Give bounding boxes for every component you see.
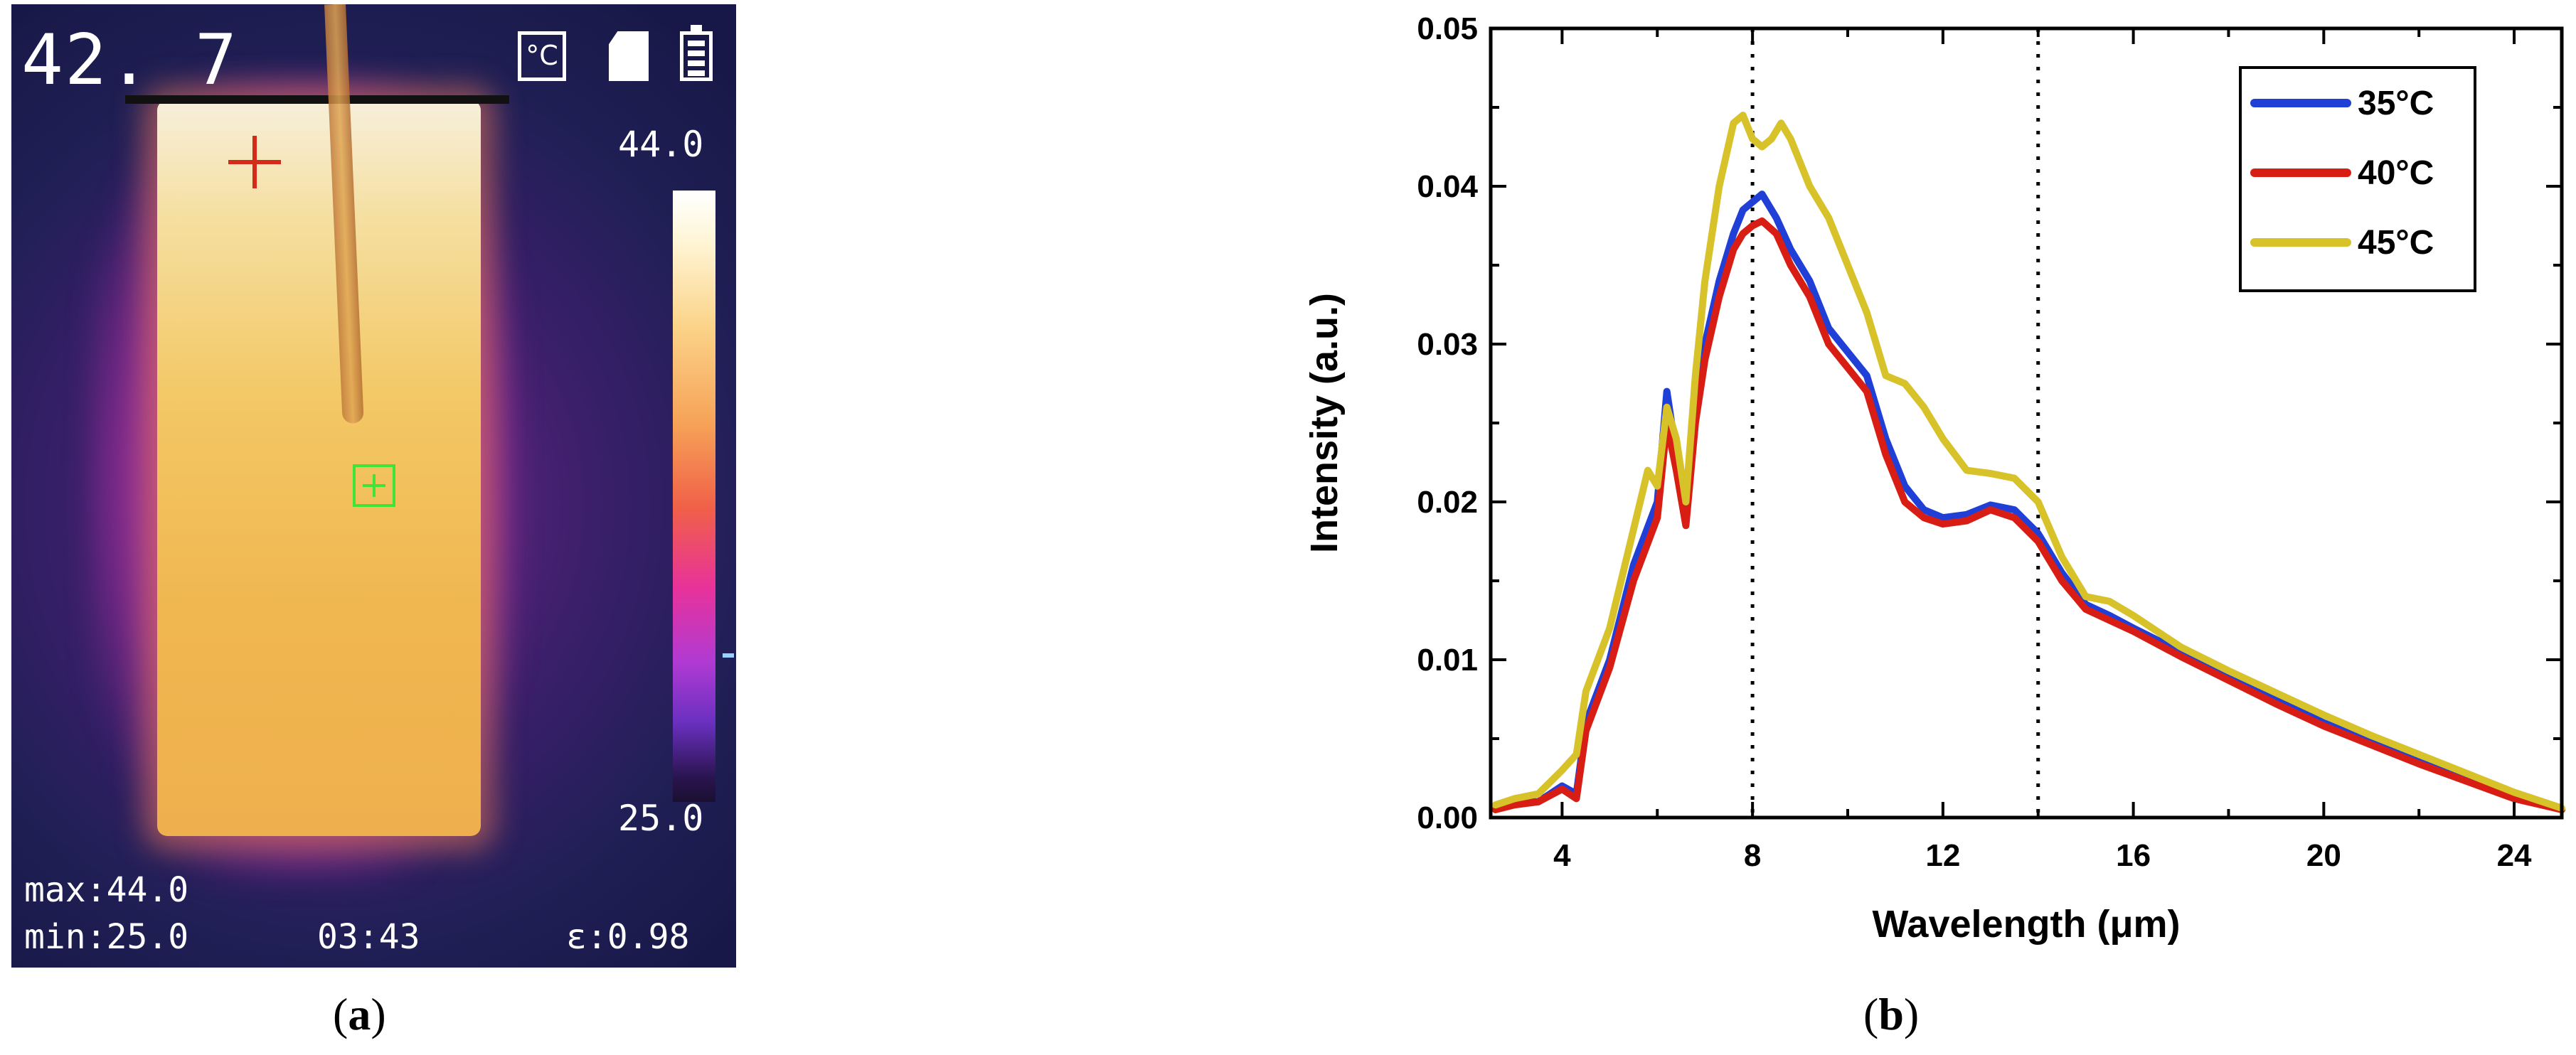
legend-label: 40°C — [2358, 154, 2434, 192]
panel-label-b: (b) — [1863, 989, 1920, 1039]
sample-top-edge — [125, 95, 509, 104]
scale-current-marker — [723, 653, 734, 658]
max-readout: max:44.0 — [24, 870, 189, 910]
y-tick-label: 0.01 — [1417, 643, 1478, 678]
panel-label-a: (a) — [333, 989, 386, 1039]
x-tick-label: 12 — [1925, 838, 1960, 873]
y-axis-ticks: 0.00 0.01 0.02 0.03 0.04 0.05 — [1417, 11, 2562, 835]
series-line-2 — [1491, 112, 2565, 812]
x-tick-label: 4 — [1553, 838, 1571, 873]
x-tick-label: 8 — [1744, 838, 1761, 873]
color-scale-bar — [673, 191, 715, 802]
y-tick-label: 0.00 — [1417, 800, 1478, 835]
series-line-0 — [1491, 191, 2565, 813]
y-tick-label: 0.03 — [1417, 327, 1478, 362]
center-spot-icon — [353, 464, 395, 507]
sd-card-icon — [609, 31, 649, 81]
legend-label: 45°C — [2358, 224, 2434, 262]
y-tick-label: 0.05 — [1417, 11, 1478, 46]
thermal-camera-screen: 42. 7 °C 44.0 25.0 max:44.0 min:25.0 03:… — [11, 4, 736, 968]
y-axis-title: Intensity (a.u.) — [1303, 293, 1346, 553]
x-axis-title: Wavelength (μm) — [1872, 903, 2180, 946]
celsius-unit-icon: °C — [518, 31, 566, 81]
heated-sample — [157, 100, 481, 836]
y-tick-label: 0.04 — [1417, 169, 1478, 204]
min-readout: min:25.0 — [24, 917, 189, 957]
legend-label: 35°C — [2358, 85, 2434, 122]
scale-max-value: 44.0 — [618, 124, 704, 165]
battery-icon — [680, 25, 713, 81]
x-axis-ticks: 4 8 12 16 20 24 — [1553, 28, 2532, 873]
x-tick-label: 16 — [2116, 838, 2151, 873]
y-tick-label: 0.02 — [1417, 485, 1478, 520]
crosshair-icon — [228, 136, 281, 188]
x-tick-label: 20 — [2306, 838, 2341, 873]
time-readout: 03:43 — [317, 917, 420, 957]
scale-min-value: 25.0 — [618, 798, 704, 839]
legend: 35°C 40°C 45°C — [2239, 66, 2476, 292]
spectrum-chart: 4 8 12 16 20 24 0.00 0.01 0.02 0.03 0.04 0.05 Wave… — [1303, 11, 2565, 946]
emissivity-readout: ε:0.98 — [566, 917, 690, 957]
current-temperature: 42. 7 — [21, 20, 239, 101]
x-tick-label: 24 — [2497, 838, 2532, 873]
series-line-1 — [1491, 217, 2565, 813]
